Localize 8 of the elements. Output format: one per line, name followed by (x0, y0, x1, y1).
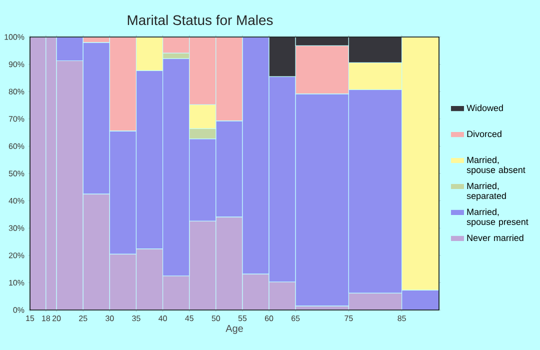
legend-label: Married, separated (466, 182, 506, 201)
legend-label: Never married (467, 234, 524, 242)
legend-label: Married, spouse absent (466, 156, 526, 175)
legend-label: Widowed (466, 104, 503, 112)
legend-label: Divorced (467, 130, 502, 138)
chart-title: Marital Status for Males (128, 14, 273, 26)
x-axis-title: Age (226, 325, 243, 334)
legend-label: Married, spouse present (466, 208, 528, 227)
